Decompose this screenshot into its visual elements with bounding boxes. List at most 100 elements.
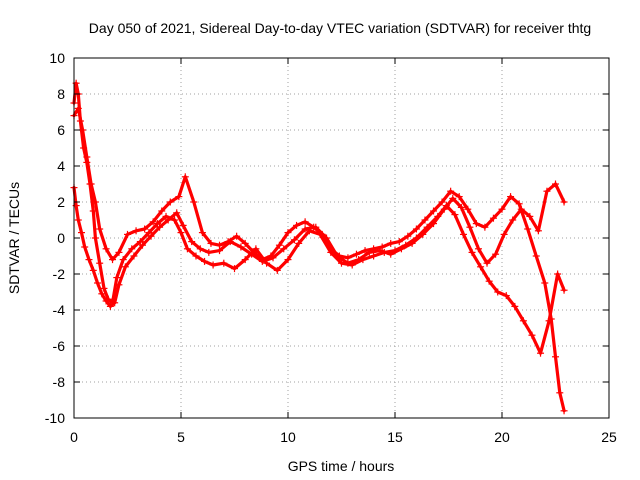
data-point (412, 234, 420, 242)
y-tick-label: 6 (57, 122, 65, 138)
data-point (447, 187, 455, 195)
data-point (552, 180, 559, 188)
data-point (455, 193, 463, 201)
data-point (335, 252, 343, 260)
data-point (500, 230, 508, 238)
data-point (481, 223, 489, 231)
data-point (80, 144, 88, 152)
data-point (554, 270, 562, 278)
data-point (207, 239, 215, 247)
y-tick-label: 2 (57, 194, 65, 210)
data-point (301, 218, 309, 226)
data-point (109, 256, 117, 264)
data-point (273, 266, 281, 274)
data-point (130, 252, 138, 260)
data-point (419, 230, 427, 238)
data-point (115, 248, 123, 256)
data-point (198, 229, 206, 237)
data-point (547, 315, 555, 323)
data-point (511, 302, 519, 310)
x-axis-label: GPS time / hours (288, 458, 395, 474)
data-point (190, 198, 198, 206)
data-point (233, 232, 241, 240)
data-point (132, 227, 140, 235)
data-point (395, 238, 403, 246)
data-point (241, 239, 249, 247)
data-point (451, 211, 459, 219)
data-point (102, 245, 110, 253)
data-point (560, 198, 568, 206)
data-point (509, 216, 517, 224)
data-point (404, 232, 412, 240)
data-point (380, 248, 388, 256)
data-point (100, 284, 108, 292)
data-point (397, 245, 405, 253)
data-point (387, 239, 395, 247)
y-tick-label: 8 (57, 86, 65, 102)
data-point (183, 245, 191, 253)
data-point (224, 238, 232, 246)
data-point (489, 214, 497, 222)
data-point (344, 254, 352, 262)
data-point (293, 221, 301, 229)
data-point (216, 241, 224, 249)
data-point (370, 245, 378, 253)
data-point (280, 245, 288, 253)
y-tick-label: -6 (53, 338, 66, 354)
data-point (421, 216, 429, 224)
x-tick-label: 20 (494, 429, 510, 445)
axes: 0 5 10 15 20 25 -10 -8 -6 -4 -2 0 2 4 6 8 10 (45, 50, 617, 445)
y-tick-label: 4 (57, 158, 65, 174)
data-point (98, 290, 106, 298)
data-point (258, 256, 266, 264)
data-point (440, 205, 448, 213)
data-point (391, 247, 399, 255)
data-point (138, 241, 146, 249)
data-point (492, 250, 500, 258)
data-point (106, 302, 114, 310)
data-point (284, 229, 292, 237)
data-point (109, 299, 117, 307)
data-point (136, 238, 144, 246)
data-point (457, 203, 465, 211)
point-layer (70, 79, 568, 415)
data-point (91, 234, 99, 242)
data-point (119, 256, 127, 264)
data-point (188, 238, 196, 246)
data-point (541, 279, 549, 287)
data-point (209, 261, 217, 269)
data-point (121, 263, 129, 271)
data-point (438, 198, 446, 206)
data-point (483, 259, 491, 267)
data-point (376, 247, 384, 255)
y-tick-label: 0 (57, 230, 65, 246)
data-point (464, 205, 472, 213)
data-point (96, 259, 104, 267)
data-point (94, 279, 102, 287)
data-point (560, 286, 568, 294)
y-tick-label: -2 (53, 266, 66, 282)
data-point (408, 239, 416, 247)
data-point (534, 227, 542, 235)
data-point (83, 153, 91, 161)
data-point (526, 212, 534, 220)
data-point (149, 218, 157, 226)
data-point (171, 216, 179, 224)
grid (74, 58, 609, 418)
data-point (241, 256, 249, 264)
data-point (173, 209, 181, 217)
data-point (361, 247, 369, 255)
x-tick-label: 10 (280, 429, 296, 445)
data-point (115, 281, 123, 289)
data-point (267, 252, 275, 260)
data-point (305, 227, 313, 235)
data-point (301, 225, 309, 233)
data-point (177, 229, 185, 237)
data-point (507, 193, 515, 201)
data-point (96, 225, 104, 233)
data-point (175, 193, 183, 201)
y-tick-label: -8 (53, 374, 66, 390)
data-point (352, 250, 360, 258)
data-point (89, 207, 97, 215)
data-point (466, 223, 474, 231)
